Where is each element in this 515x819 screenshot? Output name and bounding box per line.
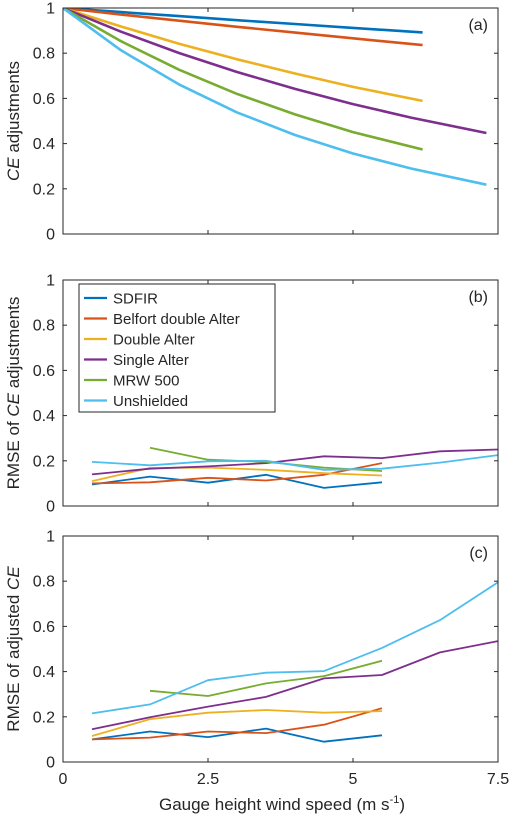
x-axis-label-close: ) (399, 795, 405, 814)
panels: 0 0.2 0.4 0.6 0.8 1 (a) CE adjustments 0 0.2 0.4 0.… (4, 1, 509, 789)
panel-b: 0 0.2 0.4 0.6 0.8 1 (b) RMSE of CE adjustments S… (4, 273, 499, 516)
panel-label: (b) (468, 289, 488, 306)
y-tick-label: 1 (46, 529, 55, 546)
x-axis-label: Gauge height wind speed (m s-1) (159, 794, 405, 814)
y-axis-label: RMSE of CE adjustments (4, 297, 23, 490)
axes-frame (62, 279, 499, 507)
legend-entry: Single Alter (113, 352, 189, 369)
x-tick-label: 7.5 (487, 771, 509, 788)
series-line-mrw-500 (149, 659, 383, 697)
y-tick-label: 0 (46, 227, 55, 244)
legend-entry: Unshielded (113, 393, 188, 410)
series-line-mrw-500 (63, 8, 423, 151)
panel-label: (a) (468, 17, 488, 34)
y-tick-label: 0.6 (33, 619, 55, 636)
y-axis-label-prefix: RMSE of (4, 417, 23, 490)
series-line-sdfir (63, 8, 423, 34)
y-tick-label: 1 (46, 1, 55, 18)
series-line-single-alter (63, 8, 487, 135)
y-tick-label: 0.8 (33, 574, 55, 591)
y-tick-label: 0.8 (33, 46, 55, 63)
y-tick-label: 0.8 (33, 318, 55, 335)
y-axis-label-italic: CE (4, 566, 23, 590)
panel-label: (c) (469, 545, 488, 562)
series-line-double-alter (63, 8, 423, 103)
series-line-single-alter (91, 640, 498, 731)
legend: SDFIR Belfort double Alter Double Alter Sin… (78, 283, 276, 413)
series-line-sdfir (91, 473, 383, 489)
series-line-unshielded (63, 8, 487, 186)
series-line-sdfir (91, 727, 383, 743)
series-line-single-alter (91, 448, 498, 476)
legend-entry: MRW 500 (113, 373, 179, 390)
x-tick-label: 5 (349, 771, 358, 788)
legend-box (78, 283, 276, 413)
y-tick-label: 1 (46, 273, 55, 290)
x-axis-label-superscript: -1 (390, 794, 400, 806)
legend-entry: Double Alter (113, 332, 195, 349)
y-tick-label: 0.2 (33, 453, 55, 470)
y-axis-label-italic: CE (4, 157, 23, 181)
axes-frame (62, 535, 499, 763)
y-tick-label: 0 (46, 499, 55, 516)
y-tick-label: 0.2 (33, 181, 55, 198)
y-axis-label-italic: CE (4, 392, 23, 416)
series-line-unshielded (91, 581, 498, 715)
legend-entry: SDFIR (113, 291, 158, 308)
y-tick-label: 0.4 (33, 136, 55, 153)
x-axis-label-main: Gauge height wind speed (m s (159, 795, 390, 814)
y-axis-label: CE adjustments (4, 61, 23, 181)
series-line-double-alter (91, 709, 383, 737)
y-tick-label: 0.6 (33, 363, 55, 380)
y-axis-label: RMSE of adjusted CE (4, 566, 23, 732)
legend-entry: Belfort double Alter (113, 311, 240, 328)
x-tick-label: 0 (59, 771, 68, 788)
y-tick-label: 0.4 (33, 408, 55, 425)
panel-c: 0 0.2 0.4 0.6 0.8 1 0 2.5 5 7.5 (c) RMSE of adjuste… (4, 529, 509, 789)
series-line-unshielded (91, 454, 498, 471)
y-tick-label: 0.4 (33, 664, 55, 681)
y-axis-label-rest: adjustments (4, 297, 23, 393)
y-tick-label: 0.6 (33, 91, 55, 108)
series-line-belfort-double-alter (91, 707, 383, 741)
y-axis-label-prefix: RMSE of adjusted (4, 590, 23, 732)
x-tick-label: 2.5 (197, 771, 219, 788)
panel-a: 0 0.2 0.4 0.6 0.8 1 (a) CE adjustments (4, 1, 499, 244)
series-line-belfort-double-alter (63, 8, 423, 47)
axes-frame (62, 7, 499, 235)
y-axis-label-rest: adjustments (4, 61, 23, 157)
y-tick-label: 0 (46, 755, 55, 772)
y-tick-label: 0.2 (33, 709, 55, 726)
